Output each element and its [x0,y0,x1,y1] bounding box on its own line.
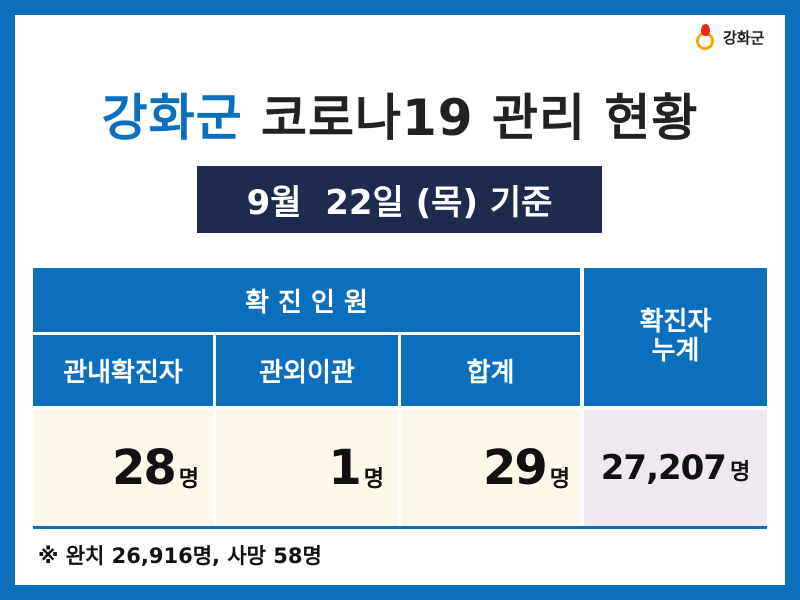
value-number: 29 [482,440,548,496]
value-unit: 명 [178,467,199,492]
title-rest: 코로나19 관리 현황 [261,89,699,147]
title-county: 강화군 [101,89,243,147]
footnote: ※ 완치 26,916명, 사망 58명 [38,544,322,568]
table-bottom-rule [33,526,767,529]
value-number: 27,207 [600,448,727,488]
column-header-local: 관내확진자 [33,335,213,406]
date-banner: 9월 22일 (목) 기준 [197,166,602,233]
value-number: 1 [328,440,361,496]
value-cumulative: 27,207 명 [584,410,767,526]
value-unit: 명 [363,467,384,492]
logo-text: 강화군 [723,28,765,47]
value-unit: 명 [549,467,570,492]
value-number: 28 [111,440,177,496]
value-local: 28 명 [33,410,213,526]
column-header-transferred: 관외이관 [216,335,398,406]
logo: 강화군 [693,24,764,50]
column-header-total: 합계 [401,335,580,406]
cumulative-header: 확진자 누계 [584,268,767,406]
value-unit: 명 [729,460,751,485]
group-header: 확 진 인 원 [33,268,580,332]
value-total: 29 명 [401,410,580,526]
ganghwa-emblem-icon [693,24,719,50]
page-title: 강화군 코로나19 관리 현황 [0,78,800,150]
